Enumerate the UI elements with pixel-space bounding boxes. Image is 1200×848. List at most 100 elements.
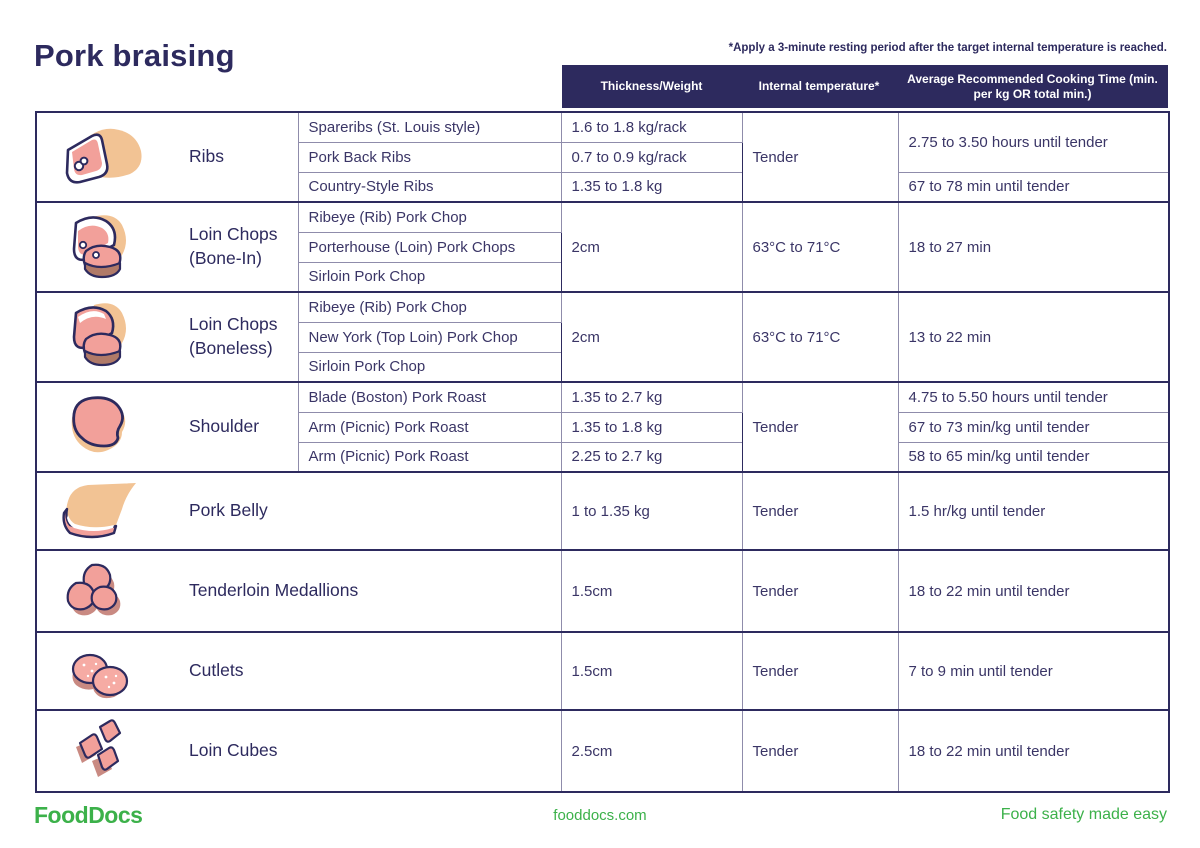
section-loin-chops-bone-in: Loin Chops (Bone-In) Ribeye (Rib) Pork C… bbox=[35, 201, 1170, 293]
tenderloin-medallions-icon bbox=[43, 553, 161, 629]
sub-item-cell: Sirloin Pork Chop bbox=[297, 261, 562, 293]
table-row: Ribs Spareribs (St. Louis style) 1.6 to … bbox=[35, 111, 1170, 203]
section-name: Shoulder bbox=[189, 416, 260, 437]
loin-cubes-icon bbox=[43, 713, 161, 789]
temperature-cell: Tender bbox=[741, 111, 899, 203]
shoulder-icon bbox=[43, 388, 161, 466]
sub-item-cell: Arm (Picnic) Pork Roast bbox=[297, 441, 562, 473]
thickness-cell: 1.35 to 1.8 kg bbox=[560, 411, 743, 443]
cooking-time-cell: 18 to 22 min until tender bbox=[897, 709, 1170, 793]
cooking-time-cell: 67 to 78 min until tender bbox=[897, 171, 1170, 203]
cut-name-cell: Pork Belly bbox=[35, 471, 562, 551]
table-header-bar: Thickness/Weight Internal temperature* A… bbox=[562, 65, 1168, 108]
section-loin-cubes: Loin Cubes 2.5cm Tender 18 to 22 min unt… bbox=[35, 709, 1170, 793]
thickness-cell: 1.5cm bbox=[560, 631, 743, 711]
sub-item-cell: Ribeye (Rib) Pork Chop bbox=[297, 291, 562, 323]
cut-name-cell: Loin Cubes bbox=[35, 709, 562, 793]
table-row: Cutlets 1.5cm Tender 7 to 9 min until te… bbox=[35, 631, 1170, 711]
temperature-cell: Tender bbox=[741, 631, 899, 711]
cooking-time-cell: 13 to 22 min bbox=[897, 291, 1170, 383]
sub-item-cell: Blade (Boston) Pork Roast bbox=[297, 381, 562, 413]
thickness-cell: 1.6 to 1.8 kg/rack bbox=[560, 111, 743, 143]
cooking-time-cell: 67 to 73 min/kg until tender bbox=[897, 411, 1170, 443]
table-row: Loin Cubes 2.5cm Tender 18 to 22 min unt… bbox=[35, 709, 1170, 793]
footer-tagline: Food safety made easy bbox=[1000, 806, 1167, 823]
loin-chop-boneless-icon bbox=[43, 297, 161, 377]
column-header-cooking-time: Average Recommended Cooking Time (min. p… bbox=[907, 71, 1158, 101]
ribs-icon bbox=[43, 119, 161, 195]
temperature-cell: Tender bbox=[741, 471, 899, 551]
cooking-time-cell: 18 to 22 min until tender bbox=[897, 549, 1170, 633]
table-row: Sirloin Pork Chop bbox=[36, 351, 1169, 383]
sub-item-cell: Country-Style Ribs bbox=[297, 171, 562, 203]
footer: FoodDocs fooddocs.com Food safety made e… bbox=[0, 800, 1200, 836]
sub-item-cell: Pork Back Ribs bbox=[297, 141, 562, 173]
fooddocs-logo: FoodDocs bbox=[34, 802, 143, 828]
table-row: Shoulder Blade (Boston) Pork Roast 1.35 … bbox=[35, 381, 1170, 473]
cut-name-cell: Loin Chops (Bone-In) bbox=[35, 201, 299, 293]
page-title: Pork braising bbox=[34, 38, 235, 73]
table-row: Pork Belly 1 to 1.35 kg Tender 1.5 hr/kg… bbox=[35, 471, 1170, 551]
table-row: Sirloin Pork Chop bbox=[36, 261, 1169, 293]
table-row: Arm (Picnic) Pork Roast 2.25 to 2.7 kg 5… bbox=[36, 441, 1170, 473]
section-name: Loin Cubes bbox=[189, 740, 278, 761]
cutlets-icon bbox=[43, 635, 161, 707]
cooking-time-cell: 7 to 9 min until tender bbox=[897, 631, 1170, 711]
table-row: Arm (Picnic) Pork Roast 1.35 to 1.8 kg 6… bbox=[36, 411, 1170, 443]
thickness-cell: 1.35 to 2.7 kg bbox=[560, 381, 743, 413]
temperature-cell: Tender bbox=[741, 709, 899, 793]
section-name: Pork Belly bbox=[189, 500, 268, 521]
table-row: Loin Chops (Boneless) Ribeye (Rib) Pork … bbox=[35, 291, 1170, 383]
column-header-temperature: Internal temperature* bbox=[758, 79, 880, 93]
sub-item-cell: New York (Top Loin) Pork Chop bbox=[297, 321, 562, 353]
section-name: Ribs bbox=[189, 146, 225, 167]
cut-name-cell: Tenderloin Medallions bbox=[35, 549, 562, 633]
cooking-time-cell: 18 to 27 min bbox=[897, 201, 1170, 293]
thickness-cell: 2.5cm bbox=[560, 709, 743, 793]
thickness-cell: 1.35 to 1.8 kg bbox=[560, 171, 743, 203]
section-name: Loin Chops (Boneless) bbox=[189, 314, 278, 358]
sub-item-cell: Spareribs (St. Louis style) bbox=[297, 111, 562, 143]
section-name: Cutlets bbox=[189, 660, 244, 681]
temperature-cell: 63°C to 71°C bbox=[741, 201, 899, 293]
sub-item-cell: Sirloin Pork Chop bbox=[297, 351, 562, 383]
temperature-cell: 63°C to 71°C bbox=[741, 291, 899, 383]
thickness-cell: 2cm bbox=[560, 291, 743, 383]
cut-name-cell: Cutlets bbox=[35, 631, 562, 711]
column-header-thickness: Thickness/Weight bbox=[600, 79, 703, 93]
section-name: Tenderloin Medallions bbox=[189, 580, 359, 601]
resting-period-note: *Apply a 3-minute resting period after t… bbox=[728, 42, 1167, 54]
cooking-time-cell: 1.5 hr/kg until tender bbox=[897, 471, 1170, 551]
section-name: Loin Chops (Bone-In) bbox=[189, 224, 278, 268]
temperature-cell: Tender bbox=[741, 381, 899, 473]
section-ribs: Ribs Spareribs (St. Louis style) 1.6 to … bbox=[35, 111, 1170, 203]
section-loin-chops-boneless: Loin Chops (Boneless) Ribeye (Rib) Pork … bbox=[35, 291, 1170, 383]
table-row: Tenderloin Medallions 1.5cm Tender 18 to… bbox=[35, 549, 1170, 633]
table-row: Porterhouse (Loin) Pork Chops bbox=[36, 231, 1169, 263]
thickness-cell: 0.7 to 0.9 kg/rack bbox=[560, 141, 743, 173]
section-shoulder: Shoulder Blade (Boston) Pork Roast 1.35 … bbox=[35, 381, 1170, 473]
section-pork-belly: Pork Belly 1 to 1.35 kg Tender 1.5 hr/kg… bbox=[35, 471, 1170, 551]
cut-name-cell: Loin Chops (Boneless) bbox=[35, 291, 299, 383]
loin-chop-bone-in-icon bbox=[43, 207, 161, 287]
section-tenderloin-medallions: Tenderloin Medallions 1.5cm Tender 18 to… bbox=[35, 549, 1170, 633]
table-row: Loin Chops (Bone-In) Ribeye (Rib) Pork C… bbox=[35, 201, 1170, 293]
cooking-time-cell: 58 to 65 min/kg until tender bbox=[897, 441, 1170, 473]
temperature-cell: Tender bbox=[741, 549, 899, 633]
sub-item-cell: Ribeye (Rib) Pork Chop bbox=[297, 201, 562, 233]
thickness-cell: 2.25 to 2.7 kg bbox=[560, 441, 743, 473]
sub-item-cell: Arm (Picnic) Pork Roast bbox=[297, 411, 562, 443]
braising-table: Ribs Spareribs (St. Louis style) 1.6 to … bbox=[35, 111, 1170, 793]
cut-name-cell: Ribs bbox=[35, 111, 299, 203]
table-row: Country-Style Ribs 1.35 to 1.8 kg 67 to … bbox=[36, 171, 1170, 203]
footer-website: fooddocs.com bbox=[553, 807, 647, 824]
table-row: Pork Back Ribs 0.7 to 0.9 kg/rack bbox=[36, 141, 1169, 173]
cut-name-cell: Shoulder bbox=[35, 381, 299, 473]
thickness-cell: 2cm bbox=[560, 201, 743, 293]
cooking-time-cell: 2.75 to 3.50 hours until tender bbox=[897, 111, 1170, 173]
sub-item-cell: Porterhouse (Loin) Pork Chops bbox=[297, 231, 562, 263]
cooking-time-cell: 4.75 to 5.50 hours until tender bbox=[897, 381, 1170, 413]
section-cutlets: Cutlets 1.5cm Tender 7 to 9 min until te… bbox=[35, 631, 1170, 711]
pork-belly-icon bbox=[43, 475, 161, 547]
